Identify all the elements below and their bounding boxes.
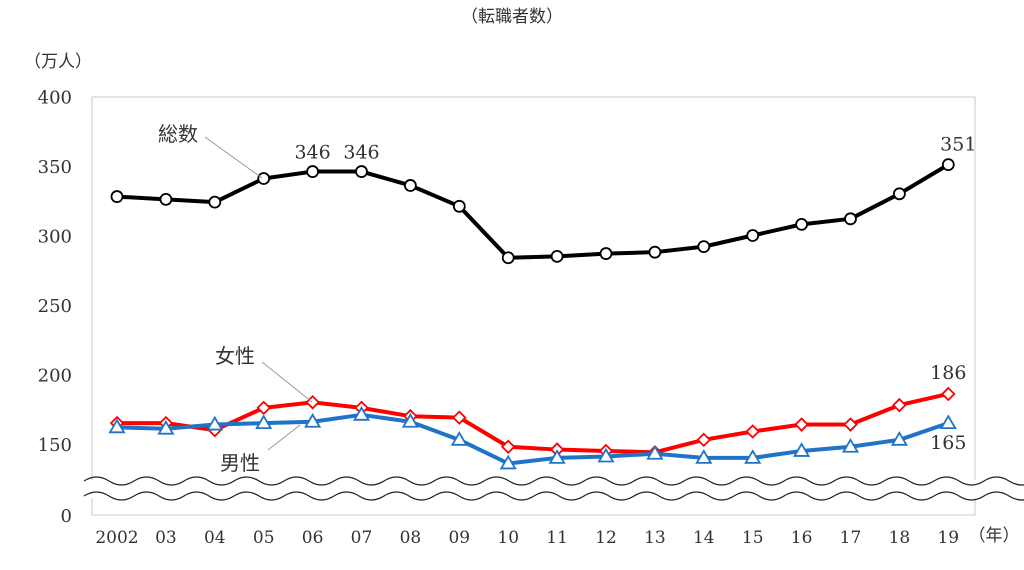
x-tick-label: 2002: [95, 528, 138, 548]
data-label: 346: [294, 142, 330, 164]
data-point: [550, 249, 564, 263]
x-tick-label: 05: [253, 528, 275, 548]
data-point: [841, 437, 860, 453]
leader-line-female: [261, 361, 313, 403]
series-2: [108, 406, 957, 470]
data-point: [941, 158, 955, 172]
data-point: [352, 406, 371, 421]
series-line: [117, 392, 949, 455]
x-axis-label: （年）: [969, 526, 1020, 546]
y-tick-label: 200: [38, 366, 72, 387]
data-point: [597, 447, 615, 463]
data-point: [941, 386, 956, 402]
data-label: 165: [930, 432, 966, 454]
series-label-total: 総数: [158, 122, 198, 146]
data-point: [208, 195, 222, 209]
data-point: [255, 414, 273, 430]
series-line: [116, 412, 949, 466]
y-tick-label: 0: [61, 506, 72, 527]
data-point: [695, 449, 713, 464]
series-line: [116, 162, 950, 260]
data-point: [499, 454, 517, 470]
series-label-female: 女性: [215, 344, 255, 368]
data-point: [450, 431, 468, 446]
x-tick-label: 14: [693, 528, 715, 548]
leader-line-male: [267, 424, 301, 451]
x-tick-label: 17: [840, 528, 862, 548]
series-label-male: 男性: [220, 451, 260, 475]
data-point: [890, 431, 908, 446]
data-point: [452, 410, 467, 425]
axis-break-wave: [83, 476, 1024, 486]
data-point: [501, 251, 515, 265]
data-point: [939, 414, 957, 430]
data-point: [648, 245, 662, 259]
data-point: [306, 165, 320, 178]
x-tick-label: 03: [155, 528, 177, 548]
data-point: [452, 199, 466, 213]
axis-break-wave: [83, 491, 1024, 501]
x-tick-label: 18: [889, 528, 911, 548]
data-point: [304, 412, 322, 428]
data-point: [403, 179, 417, 192]
plot-area-border: [91, 96, 976, 516]
x-tick-label: 06: [302, 528, 324, 548]
x-tick-label: 19: [937, 528, 959, 548]
series-1: [109, 386, 956, 460]
x-tick-label: 15: [742, 528, 764, 548]
data-point: [844, 212, 857, 226]
data-point: [795, 217, 808, 231]
y-tick-label: 300: [38, 227, 72, 248]
x-tick-label: 08: [400, 528, 422, 548]
x-tick-label: 16: [791, 528, 813, 548]
x-tick-label: 11: [546, 528, 568, 548]
data-point: [206, 415, 224, 431]
data-point: [599, 247, 613, 260]
data-point: [159, 192, 173, 206]
data-point: [697, 240, 711, 254]
x-tick-label: 07: [351, 528, 373, 548]
data-point: [892, 397, 907, 413]
data-point: [696, 432, 712, 448]
axis-break-gap: [84, 480, 989, 498]
x-tick-label: 04: [204, 528, 226, 548]
y-tick-label: 400: [38, 88, 72, 109]
y-tick-label: 250: [38, 296, 72, 317]
x-tick-label: 12: [595, 528, 617, 548]
series-0: [110, 158, 955, 265]
data-point: [256, 400, 271, 416]
y-tick-label: 350: [38, 157, 72, 178]
data-point: [843, 417, 858, 432]
x-tick-label: 10: [497, 528, 519, 548]
x-tick-label: 13: [644, 528, 666, 548]
data-label: 351: [940, 134, 976, 156]
data-point: [401, 412, 419, 428]
data-point: [746, 229, 760, 242]
data-point: [157, 419, 175, 435]
data-point: [745, 424, 760, 439]
x-tick-label: 09: [448, 528, 470, 548]
data-point: [793, 442, 811, 457]
data-point: [108, 418, 126, 434]
y-tick-label: 150: [38, 435, 72, 456]
data-point: [744, 449, 762, 464]
data-point: [548, 449, 566, 464]
chart-title: （転職者数）: [461, 7, 563, 27]
data-point: [257, 172, 271, 185]
data-point: [893, 187, 906, 201]
data-point: [305, 395, 320, 410]
data-point: [646, 444, 664, 460]
data-label: 186: [930, 362, 966, 384]
data-point: [794, 417, 809, 432]
data-point: [355, 165, 368, 178]
data-point: [110, 190, 124, 203]
data-label: 346: [343, 142, 379, 164]
y-axis-label: （万人）: [24, 52, 92, 72]
data-point: [500, 439, 516, 455]
leader-line-total: [204, 136, 263, 179]
